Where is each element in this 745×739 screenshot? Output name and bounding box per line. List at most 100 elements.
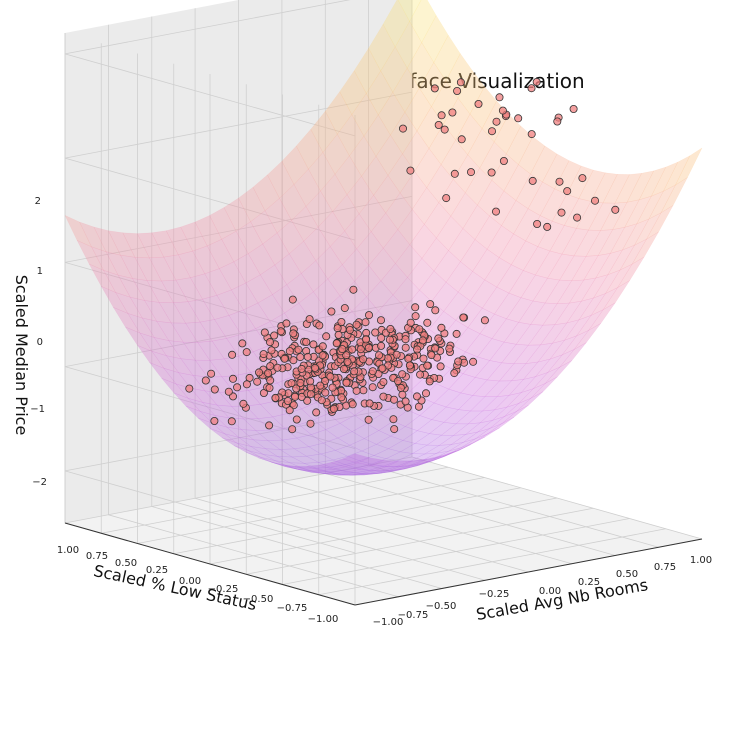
- surface-cell: [170, 322, 199, 343]
- data-point: [454, 357, 463, 366]
- surface-cell: [426, 434, 455, 446]
- surface-cell: [330, 464, 358, 471]
- data-point: [442, 194, 451, 203]
- surface-cell: [539, 322, 568, 346]
- surface-cell: [221, 230, 249, 263]
- surface-cell: [156, 320, 184, 343]
- surface-cell: [554, 300, 582, 325]
- surface-cell: [472, 248, 500, 281]
- surface-cell: [404, 415, 433, 431]
- data-point: [378, 364, 387, 373]
- surface-cell: [378, 468, 406, 474]
- data-point: [371, 328, 380, 337]
- surface-cell: [235, 221, 263, 254]
- surface-cell: [342, 248, 370, 282]
- surface-cell: [562, 330, 589, 356]
- data-point: [377, 333, 386, 342]
- surface-cell: [182, 341, 211, 361]
- surface-cell: [248, 450, 276, 461]
- data-point: [294, 345, 303, 354]
- surface-cell: [209, 207, 237, 240]
- surface-cell: [399, 171, 427, 210]
- surface-cell: [675, 147, 703, 186]
- surface-cell: [563, 314, 592, 341]
- surface-cell: [621, 218, 650, 251]
- data-point: [376, 316, 385, 325]
- surface-cell: [250, 210, 278, 245]
- data-point: [352, 320, 361, 329]
- surface-cell: [194, 215, 222, 247]
- surface-cell: [394, 20, 422, 69]
- surface-cell: [443, 409, 471, 425]
- data-point: [259, 350, 268, 359]
- surface-cell: [168, 340, 196, 361]
- data-point: [555, 177, 564, 186]
- x-tick-label: 0.00: [539, 586, 561, 597]
- surface-cell: [243, 418, 271, 431]
- surface-cell: [320, 450, 349, 461]
- surface-cell: [422, 450, 449, 461]
- data-point: [401, 343, 410, 352]
- surface-cell: [406, 42, 435, 89]
- surface-cell: [465, 167, 493, 206]
- surface-cell: [463, 428, 491, 443]
- surface-cell: [561, 228, 589, 257]
- surface-cell: [299, 469, 326, 475]
- surface-cell: [284, 466, 312, 473]
- surface-cell: [304, 462, 331, 469]
- surface-cell: [465, 420, 493, 435]
- x-tick-label: −0.25: [479, 589, 510, 600]
- surface-cell: [491, 318, 519, 343]
- z-tick-label: −2: [32, 477, 47, 488]
- surface-cell: [216, 404, 245, 420]
- surface-cell: [165, 355, 194, 376]
- surface-cell: [626, 170, 655, 203]
- surface-cell: [527, 181, 555, 216]
- data-point: [573, 213, 582, 222]
- surface-cell: [438, 434, 467, 446]
- data-point: [563, 187, 572, 196]
- data-point: [253, 377, 262, 386]
- surface-cell: [390, 465, 418, 472]
- surface-cell: [419, 62, 447, 107]
- data-point: [452, 329, 461, 338]
- surface-cell: [578, 169, 606, 202]
- surface-cell: [539, 188, 567, 222]
- data-point: [318, 351, 327, 360]
- surface-cell: [342, 467, 370, 474]
- surface-cell: [274, 253, 302, 285]
- surface-cell: [393, 464, 421, 471]
- data-point: [207, 369, 216, 378]
- surface-cell: [352, 473, 380, 476]
- surface-cell: [344, 213, 372, 250]
- data-point: [315, 321, 324, 330]
- surface-cell: [383, 229, 411, 264]
- data-point: [425, 377, 434, 386]
- surface-cell: [452, 154, 480, 194]
- surface-cell: [576, 309, 604, 337]
- surface-cell: [443, 291, 471, 321]
- surface-cell: [354, 265, 382, 298]
- data-point: [411, 303, 420, 312]
- data-point: [348, 345, 357, 354]
- surface-cell: [246, 452, 273, 463]
- surface-cell: [308, 442, 336, 455]
- surface-cell: [260, 457, 288, 467]
- surface-cell: [457, 271, 485, 302]
- data-point: [364, 415, 373, 424]
- data-point: [413, 345, 422, 354]
- surface-cell: [597, 227, 626, 256]
- surface-cell: [349, 473, 377, 476]
- surface-cell: [199, 319, 227, 342]
- data-point: [242, 348, 251, 357]
- surface-cell: [607, 244, 635, 276]
- z-axis-ticks: 2 1 0 −1 −2: [30, 196, 47, 488]
- surface-cell: [281, 145, 309, 185]
- surface-cell: [417, 456, 445, 466]
- surface-cell: [357, 463, 384, 471]
- surface-cell: [409, 0, 437, 43]
- surface-cell: [583, 253, 611, 281]
- surface-cell: [354, 470, 382, 475]
- z-tick-label: 2: [35, 196, 41, 207]
